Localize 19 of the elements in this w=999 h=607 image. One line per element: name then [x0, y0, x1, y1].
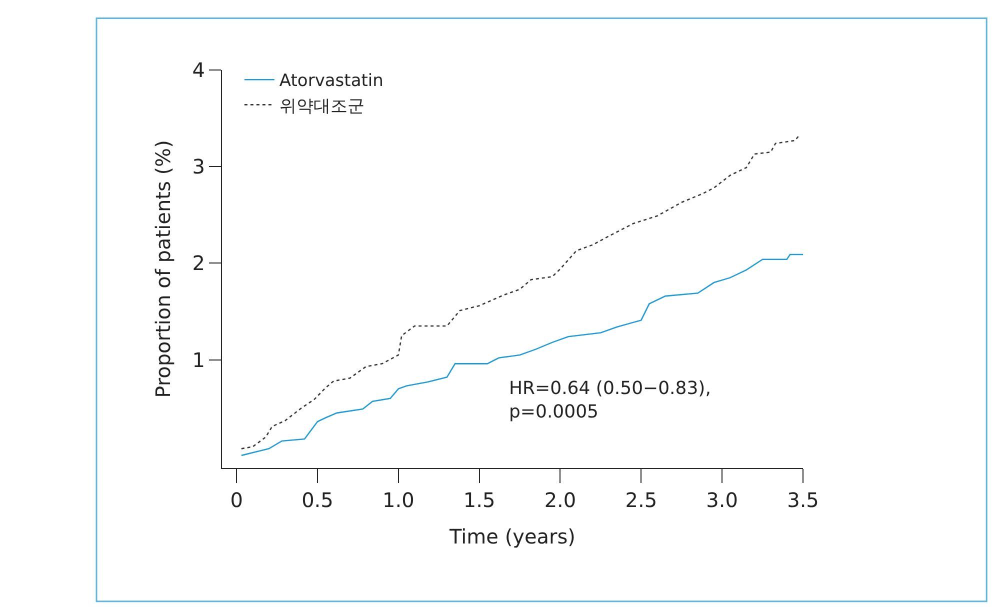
y-tick-label: 4 — [192, 58, 205, 82]
x-axis-title: Time (years) — [448, 524, 576, 548]
x-tick-label: 0.5 — [302, 488, 334, 512]
x-tick-label: 3.0 — [706, 488, 738, 512]
y-tick-label: 1 — [192, 348, 205, 372]
x-tick-label: 1.0 — [382, 488, 414, 512]
x-tick-label: 3.5 — [787, 488, 819, 512]
line-series — [240, 254, 803, 456]
legend-label: 위약대조군 — [279, 96, 364, 116]
y-axis-title: Proportion of patients (%) — [150, 140, 175, 398]
line-series — [240, 134, 800, 450]
x-tick-label: 2.5 — [625, 488, 658, 512]
y-tick-label: 2 — [192, 251, 205, 276]
x-tick-label: 2.0 — [544, 488, 576, 512]
x-tick-label: 1.5 — [463, 488, 496, 512]
annotation: HR=0.64 (0.50−0.83), p=0.0005 — [509, 378, 711, 422]
x-tick-label: 0 — [230, 488, 243, 512]
legend-label: Atorvastatin — [279, 71, 384, 92]
y-tick-label: 3 — [192, 154, 205, 179]
